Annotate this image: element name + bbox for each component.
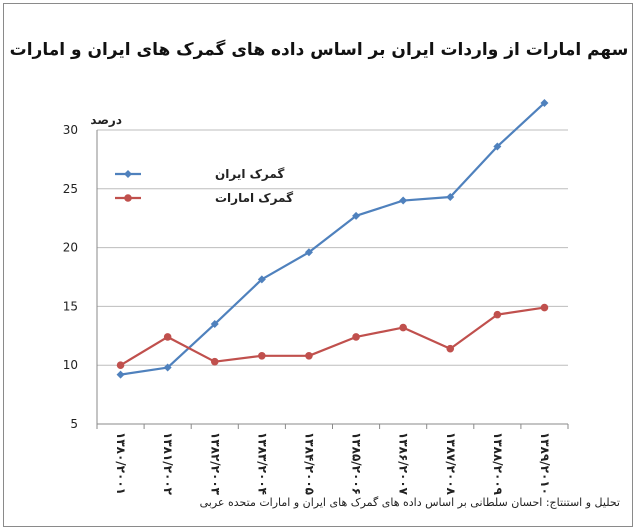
data-point: [352, 211, 361, 220]
source-note: تحلیل و استنتاج: احسان سلطانی بر اساس دا…: [199, 496, 620, 509]
data-point: [210, 357, 219, 366]
series-line-1: [120, 102, 546, 376]
x-tick-label: ۱۳۸۸/۲۰۰۹: [491, 432, 505, 496]
y-tick-label: 5: [70, 417, 78, 431]
data-point: [352, 333, 360, 341]
data-point: [304, 248, 313, 257]
x-tick-label: ۱۳۸۵/۲۰۰۶: [350, 432, 364, 495]
y-axis-label: درصد: [90, 113, 122, 127]
y-tick-label: 10: [63, 358, 78, 372]
series-line-2: [119, 306, 545, 367]
y-tick-label: 30: [63, 123, 78, 137]
data-point: [493, 142, 502, 151]
data-point: [493, 310, 502, 319]
data-point: [210, 320, 219, 329]
data-point: [446, 344, 455, 353]
y-tick-label: 25: [63, 182, 78, 196]
data-point: [399, 323, 407, 332]
x-tick-label: ۱۳۸۹/۲۰۱۰: [538, 432, 552, 495]
x-tick-label: ۱۳۸۱/۲۰۰۲: [161, 432, 175, 496]
x-tick-label: ۱۳۸۳/۲۰۰۴: [255, 432, 269, 495]
data-point: [258, 351, 266, 360]
x-tick-label: ۱۳۸۰/۲۰۰۱: [114, 432, 128, 495]
data-point: [540, 98, 549, 107]
data-point: [163, 333, 172, 341]
x-tick-label: ۱۳۸۷/۲۰۰۸: [444, 432, 458, 496]
data-point: [163, 363, 172, 372]
legend-label: گمرک امارات: [215, 191, 293, 205]
chart-title: سهم امارات از واردات ایران بر اساس داده …: [9, 40, 629, 60]
data-point: [257, 275, 266, 284]
legend-marker: [124, 194, 132, 202]
data-point: [116, 370, 125, 379]
x-tick-label: ۱۳۸۴/۲۰۰۵: [302, 432, 316, 495]
data-point: [446, 193, 455, 202]
y-tick-label: 20: [63, 241, 78, 255]
legend-label: گمرک ایران: [215, 167, 284, 181]
y-tick-label: 15: [63, 299, 78, 313]
x-tick-label: ۱۳۸۲/۲۰۰۳: [208, 432, 222, 496]
data-point: [116, 361, 125, 370]
data-point: [540, 303, 549, 312]
legend-marker: [124, 170, 132, 178]
data-point: [399, 196, 408, 205]
chart-frame: [3, 3, 633, 527]
data-point: [305, 351, 313, 360]
x-tick-label: ۱۳۸۶/۲۰۰۷: [397, 432, 411, 496]
